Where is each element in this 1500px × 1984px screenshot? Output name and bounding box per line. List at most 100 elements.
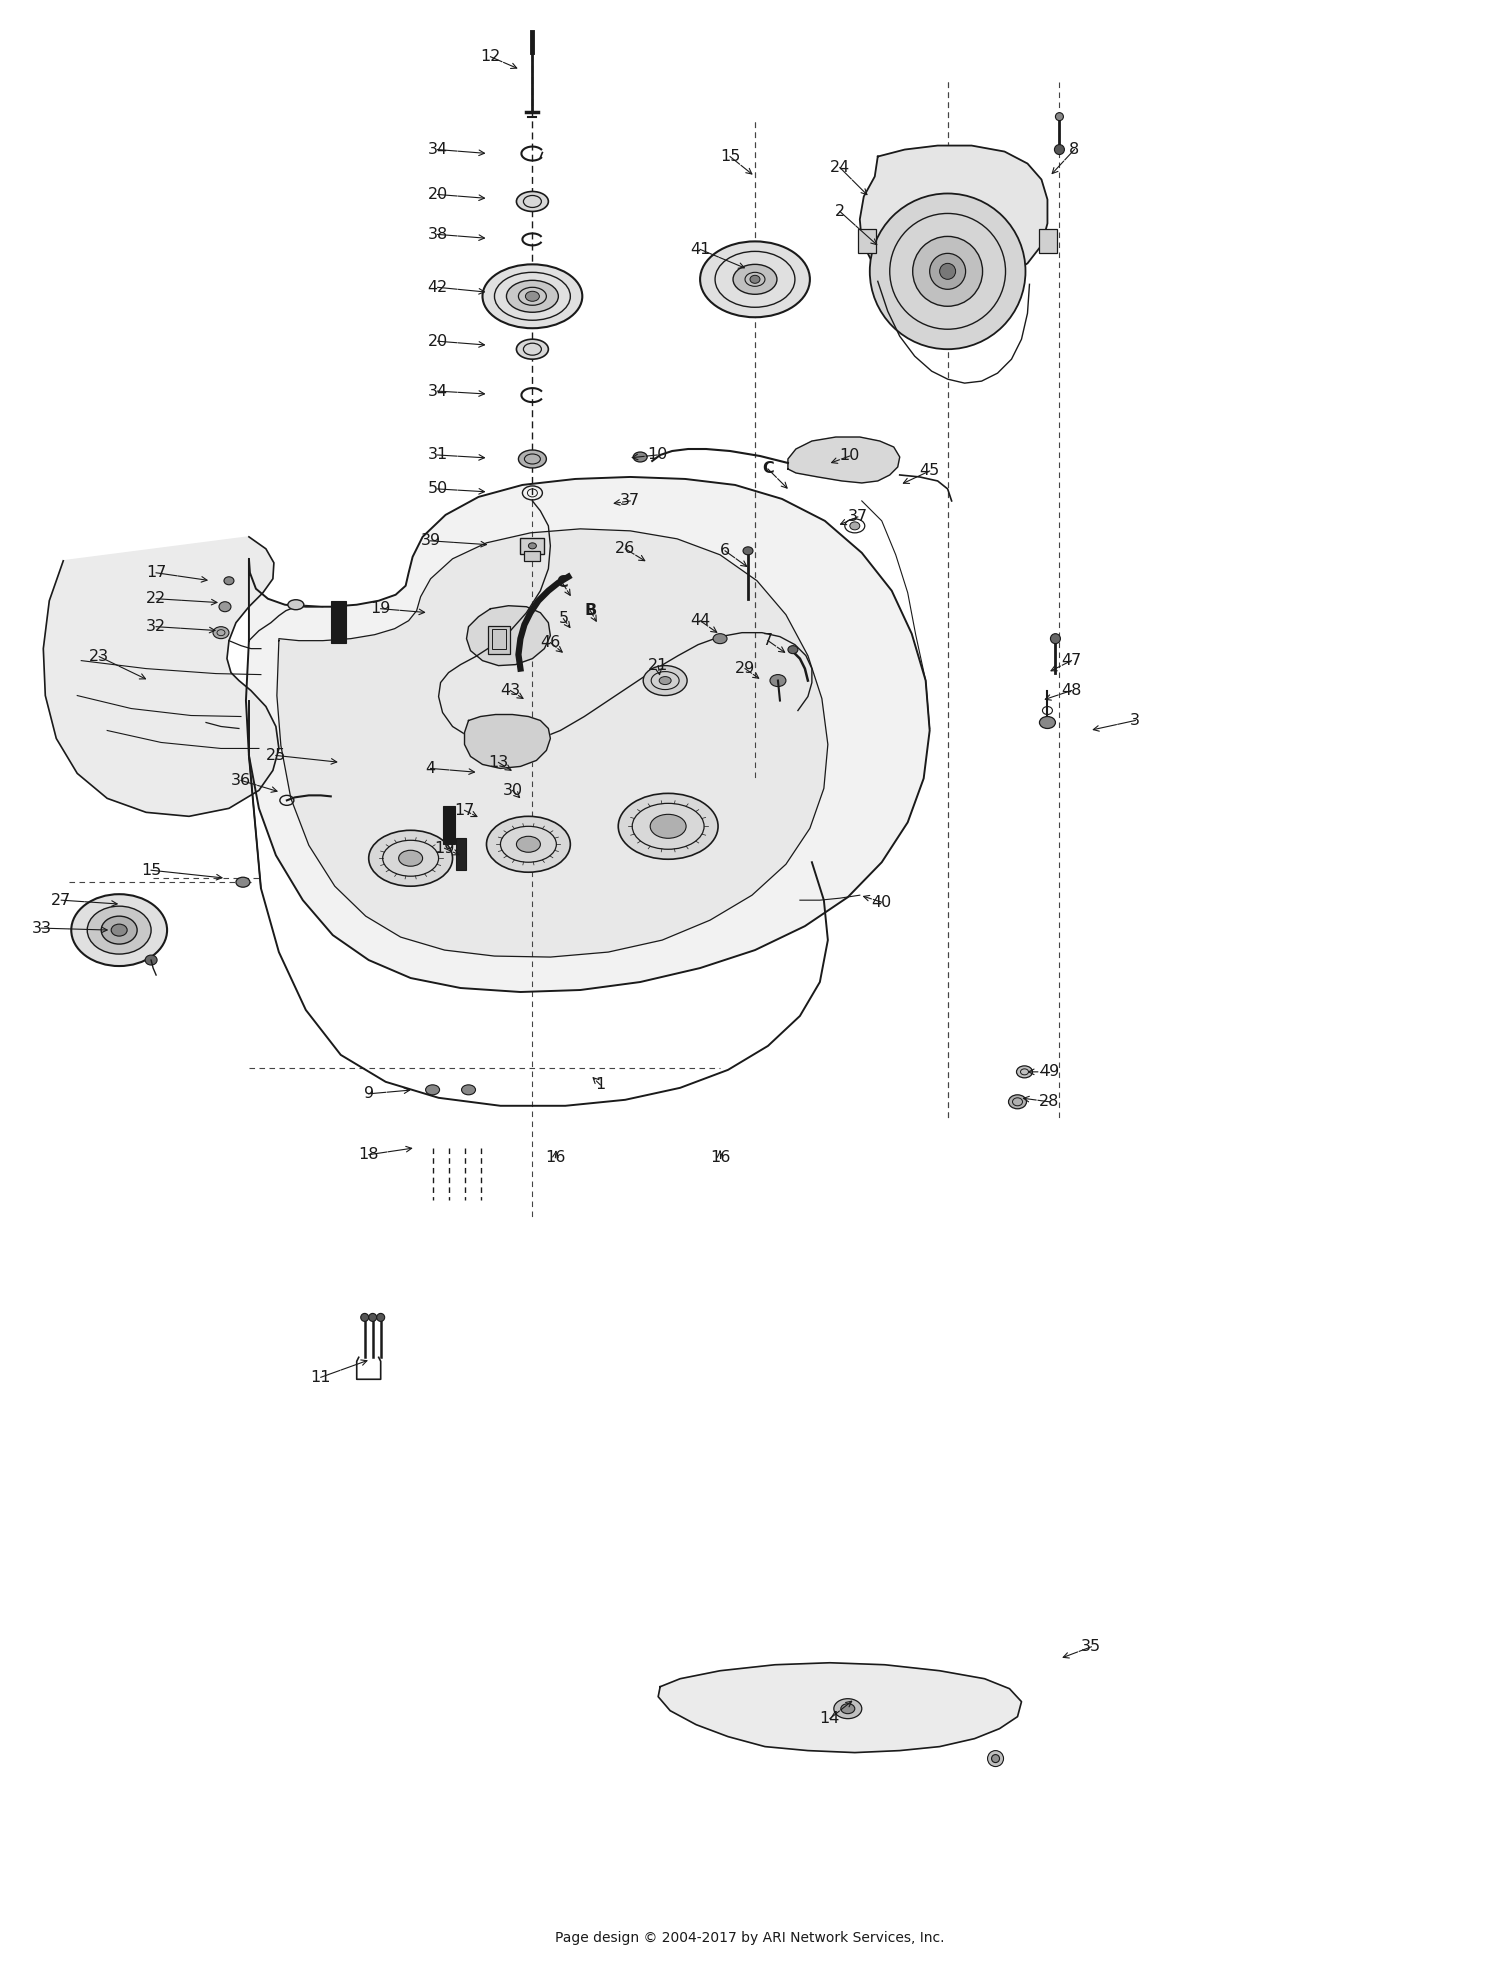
- Text: 7: 7: [764, 633, 772, 649]
- Ellipse shape: [528, 544, 537, 550]
- Text: 43: 43: [501, 682, 520, 698]
- Text: 21: 21: [648, 659, 669, 673]
- Ellipse shape: [288, 599, 304, 609]
- Circle shape: [376, 1313, 384, 1321]
- Text: 17: 17: [146, 565, 166, 579]
- Text: 29: 29: [735, 661, 754, 677]
- Ellipse shape: [369, 829, 453, 887]
- Bar: [1040, 230, 1058, 254]
- Text: 37: 37: [620, 494, 640, 508]
- Ellipse shape: [618, 794, 718, 859]
- Text: 9: 9: [363, 1087, 374, 1101]
- Circle shape: [1056, 113, 1064, 121]
- Circle shape: [987, 1750, 1004, 1766]
- Text: 4: 4: [426, 762, 435, 776]
- Text: 27: 27: [51, 893, 72, 907]
- Ellipse shape: [700, 242, 810, 317]
- Text: 19: 19: [370, 601, 392, 617]
- Bar: [442, 806, 454, 845]
- Text: 16: 16: [544, 1151, 566, 1165]
- Text: 22: 22: [146, 591, 166, 607]
- Text: 23: 23: [88, 649, 110, 665]
- Ellipse shape: [516, 192, 549, 212]
- Text: 32: 32: [146, 619, 166, 635]
- Text: 42: 42: [427, 280, 447, 296]
- Text: 37: 37: [847, 510, 868, 524]
- Ellipse shape: [100, 917, 136, 944]
- Text: 19: 19: [435, 841, 454, 855]
- Text: 47: 47: [1062, 653, 1082, 669]
- Circle shape: [360, 1313, 369, 1321]
- Text: 48: 48: [1060, 682, 1082, 698]
- Text: 1: 1: [596, 1077, 606, 1093]
- Circle shape: [369, 1313, 376, 1321]
- Ellipse shape: [146, 954, 158, 964]
- Text: 36: 36: [231, 774, 251, 788]
- Ellipse shape: [750, 276, 760, 284]
- Text: 34: 34: [427, 383, 447, 399]
- Text: 12: 12: [480, 50, 501, 63]
- Ellipse shape: [644, 665, 687, 696]
- Polygon shape: [466, 605, 550, 665]
- Text: 49: 49: [1040, 1063, 1059, 1079]
- Ellipse shape: [525, 292, 540, 302]
- Text: 16: 16: [710, 1151, 730, 1165]
- Ellipse shape: [219, 601, 231, 611]
- Ellipse shape: [462, 1085, 476, 1095]
- Bar: [858, 230, 876, 254]
- Text: 8: 8: [1070, 143, 1080, 157]
- Circle shape: [1050, 633, 1060, 643]
- Ellipse shape: [1008, 1095, 1026, 1109]
- Ellipse shape: [87, 907, 152, 954]
- Ellipse shape: [633, 452, 646, 462]
- Text: 24: 24: [830, 161, 850, 175]
- Circle shape: [992, 1754, 999, 1762]
- Polygon shape: [788, 436, 900, 482]
- Text: B: B: [584, 603, 597, 619]
- Text: 46: 46: [540, 635, 561, 651]
- Text: 50: 50: [427, 482, 447, 496]
- Text: C: C: [556, 575, 568, 591]
- Text: 31: 31: [427, 448, 447, 462]
- Text: 18: 18: [358, 1147, 380, 1163]
- Circle shape: [1054, 145, 1065, 155]
- Ellipse shape: [742, 548, 753, 556]
- Polygon shape: [278, 530, 828, 956]
- Text: 30: 30: [503, 784, 522, 798]
- Ellipse shape: [483, 264, 582, 327]
- Text: 25: 25: [266, 748, 286, 764]
- Polygon shape: [44, 538, 279, 815]
- Ellipse shape: [788, 645, 798, 653]
- Ellipse shape: [224, 577, 234, 585]
- Text: 15: 15: [141, 863, 162, 877]
- Ellipse shape: [519, 450, 546, 468]
- Ellipse shape: [486, 815, 570, 873]
- Ellipse shape: [712, 633, 728, 643]
- Ellipse shape: [870, 194, 1026, 349]
- Bar: [489, 625, 510, 653]
- Text: 3: 3: [1131, 712, 1140, 728]
- Text: 5: 5: [558, 611, 568, 627]
- Text: 35: 35: [1082, 1639, 1101, 1655]
- Text: 17: 17: [454, 804, 474, 817]
- Ellipse shape: [1017, 1065, 1032, 1077]
- Ellipse shape: [72, 895, 166, 966]
- Polygon shape: [465, 714, 550, 768]
- Text: 20: 20: [427, 186, 447, 202]
- Ellipse shape: [834, 1698, 862, 1718]
- Text: 33: 33: [32, 921, 51, 936]
- Ellipse shape: [213, 627, 230, 639]
- Text: 2: 2: [836, 204, 844, 218]
- Bar: [525, 552, 540, 561]
- Ellipse shape: [399, 851, 423, 867]
- Text: 15: 15: [720, 149, 740, 165]
- Bar: [520, 538, 544, 554]
- Ellipse shape: [516, 837, 540, 853]
- Text: 10: 10: [646, 448, 668, 462]
- Ellipse shape: [850, 522, 859, 530]
- Text: Page design © 2004-2017 by ARI Network Services, Inc.: Page design © 2004-2017 by ARI Network S…: [555, 1930, 945, 1944]
- Bar: [492, 629, 507, 649]
- Text: 41: 41: [690, 242, 711, 256]
- Text: 34: 34: [427, 143, 447, 157]
- Bar: [456, 839, 465, 871]
